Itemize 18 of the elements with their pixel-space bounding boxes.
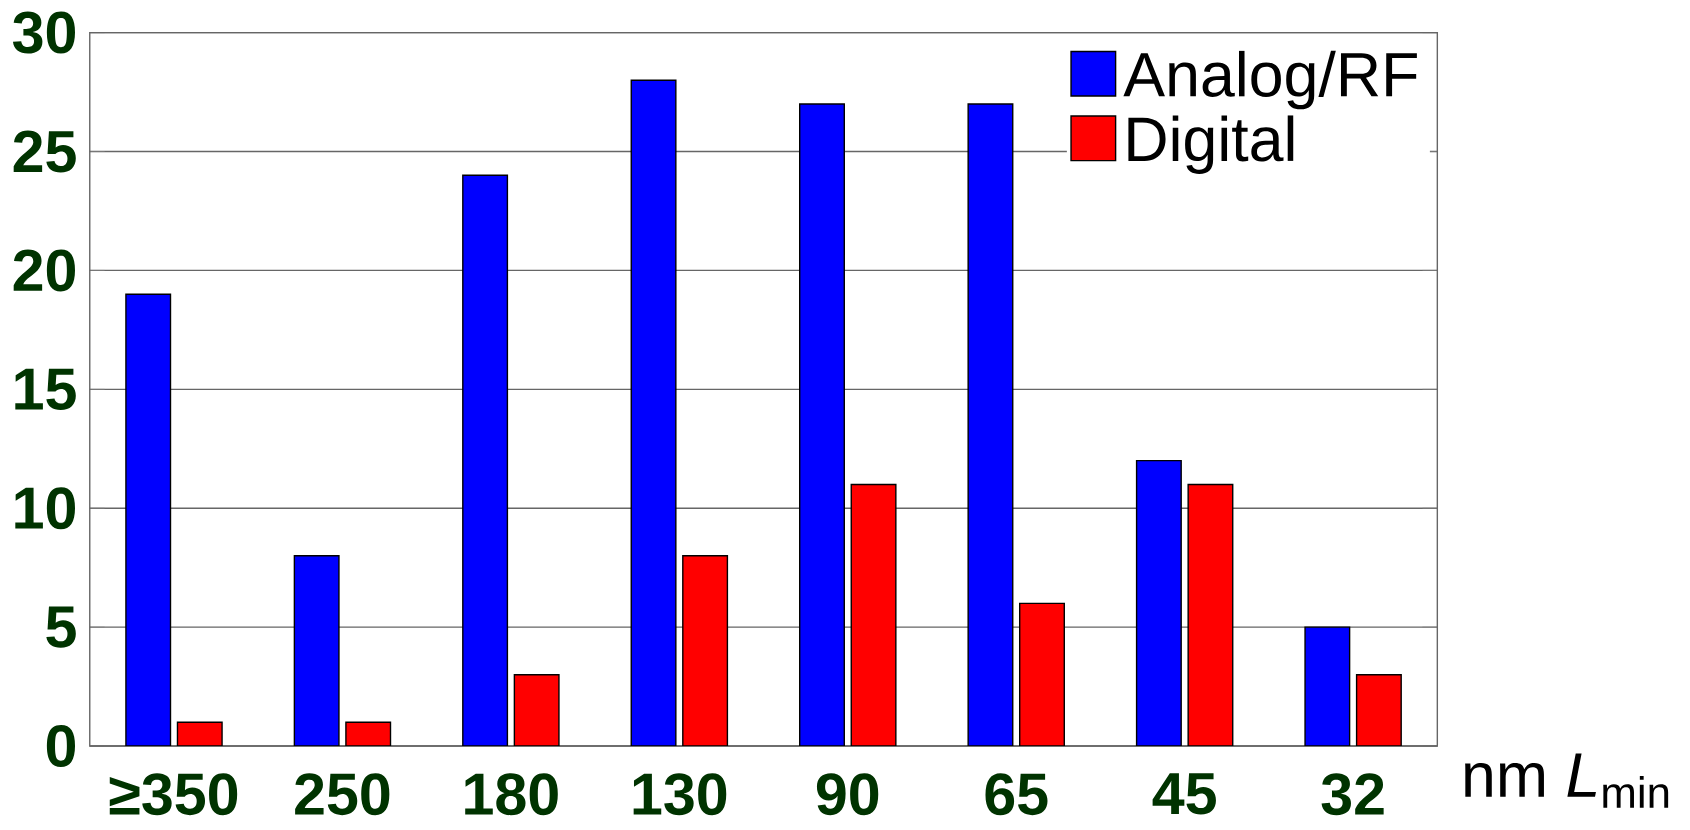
y-tick-label: 25 <box>13 130 76 173</box>
x-tick-label: 130 <box>633 773 727 816</box>
x-tick-label: 90 <box>816 773 879 816</box>
y-tick-label: 0 <box>46 724 76 767</box>
y-tick-label: 15 <box>15 368 76 410</box>
legend-label: Analog/RF <box>1123 50 1417 110</box>
x-tick-label: 180 <box>465 773 558 816</box>
x-tick-label: ≥350 <box>109 773 238 816</box>
y-tick-label: 30 <box>12 11 75 54</box>
x-tick-label: 45 <box>1152 773 1216 815</box>
y-tick-label: 5 <box>46 606 76 648</box>
legend-label: Digital <box>1128 115 1294 174</box>
x-axis-title: nm L$_{min}$ <box>1465 753 1669 808</box>
x-tick-label: 250 <box>295 773 390 816</box>
y-tick-label: 20 <box>13 249 75 292</box>
x-tick-label: 32 <box>1321 773 1384 816</box>
x-tick-label: 65 <box>985 773 1048 816</box>
y-tick-label: 10 <box>15 487 75 530</box>
